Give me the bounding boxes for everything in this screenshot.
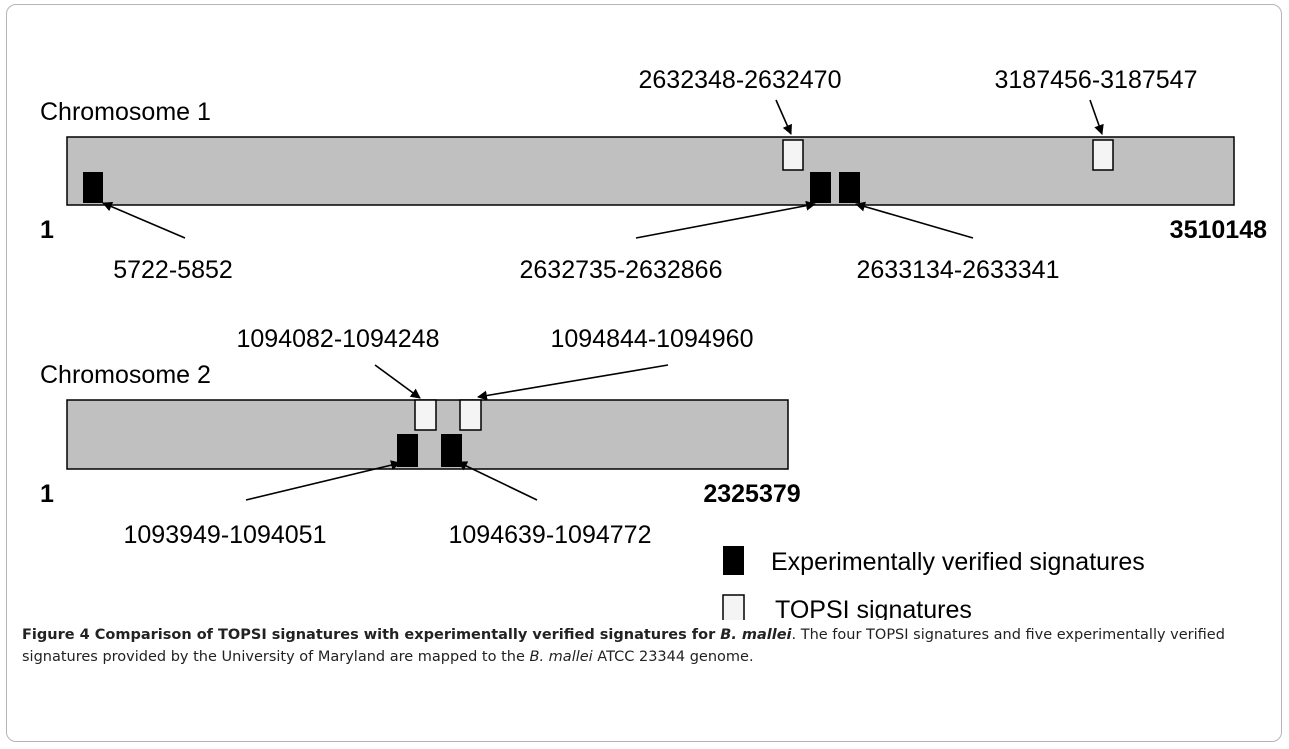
caption-body-2: ATCC 23344 genome. xyxy=(592,649,754,665)
caption-title-text: Figure 4 Comparison of TOPSI signatures … xyxy=(22,627,721,643)
chr2-exp-label-1: 1093949-1094051 xyxy=(124,521,327,549)
chr2-topsi-arrow-2 xyxy=(477,364,669,401)
chr1-experimental-signature-2 xyxy=(810,172,831,203)
chr1-experimental-signature-3 xyxy=(839,172,860,203)
chr1-exp-arrow-2 xyxy=(635,200,816,239)
caption-body-1: . The four TOPSI signatures and five exp… xyxy=(22,627,1225,665)
chr2-topsi-label-1: 1094082-1094248 xyxy=(237,325,440,353)
chr1-exp-label-2: 2632735-2632866 xyxy=(520,256,723,284)
chr2-exp-arrow-1 xyxy=(245,460,401,501)
chr1-exp-arrow-1 xyxy=(102,201,186,239)
chr1-exp-label-3: 2633134-2633341 xyxy=(857,256,1060,284)
caption-body-species: B. mallei xyxy=(529,649,593,665)
chr2-end: 2325379 xyxy=(703,480,800,508)
chr1-topsi-label-2: 3187456-3187547 xyxy=(995,66,1198,94)
chr2-experimental-signature-2 xyxy=(441,434,462,467)
legend-topsi-swatch xyxy=(722,594,745,620)
chr1-exp-label-1: 5722-5852 xyxy=(113,256,233,284)
chr1-exp-arrow-3 xyxy=(855,201,974,239)
chr1-topsi-signature-1 xyxy=(782,139,804,171)
legend-experimental-label: Experimentally verified signatures xyxy=(771,548,1145,576)
caption-title: Figure 4 Comparison of TOPSI signatures … xyxy=(22,627,792,643)
genome-diagram: Chromosome 1 2632348-2632470 3187456-318… xyxy=(40,66,1267,620)
chromosome1-bar xyxy=(66,136,1235,206)
chr1-topsi-label-1: 2632348-2632470 xyxy=(639,66,842,94)
chr1-end: 3510148 xyxy=(1170,216,1267,244)
chr1-start: 1 xyxy=(40,216,54,244)
figure-caption: Figure 4 Comparison of TOPSI signatures … xyxy=(22,624,1272,668)
chr1-topsi-arrow-1 xyxy=(775,99,792,135)
chr2-start: 1 xyxy=(40,480,54,508)
chr2-exp-arrow-2 xyxy=(457,461,538,501)
caption-title-species: B. mallei xyxy=(720,627,792,643)
legend-experimental-swatch xyxy=(723,546,744,575)
chr2-experimental-signature-1 xyxy=(397,434,418,467)
chr2-topsi-signature-2 xyxy=(459,399,482,431)
chr1-topsi-arrow-2 xyxy=(1089,99,1104,135)
chr2-exp-label-2: 1094639-1094772 xyxy=(449,521,652,549)
chr2-topsi-label-2: 1094844-1094960 xyxy=(551,325,754,353)
chromosome1-label: Chromosome 1 xyxy=(40,98,211,126)
chr2-topsi-arrow-1 xyxy=(374,364,421,399)
chr1-topsi-signature-2 xyxy=(1092,139,1114,171)
chromosome2-label: Chromosome 2 xyxy=(40,361,211,389)
figure-frame xyxy=(6,4,1282,742)
chr2-topsi-signature-1 xyxy=(414,399,437,431)
legend-topsi-label: TOPSI signatures xyxy=(775,596,972,620)
chr1-experimental-signature-1 xyxy=(83,172,103,203)
